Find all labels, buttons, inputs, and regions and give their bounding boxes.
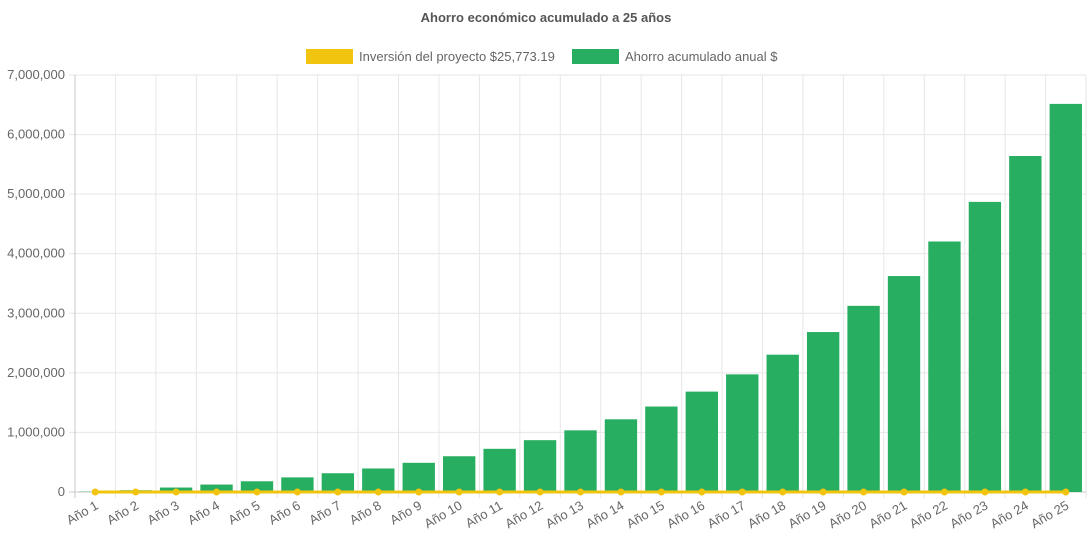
x-tick-label: Año 18 (745, 498, 788, 532)
x-tick-label: Año 21 (866, 498, 909, 532)
x-tick-label: Año 6 (266, 498, 303, 528)
legend-label-ahorro: Ahorro acumulado anual $ (625, 48, 778, 64)
point-inversion[interactable] (132, 488, 140, 496)
point-inversion[interactable] (657, 488, 665, 496)
y-tick-label: 4,000,000 (7, 246, 65, 261)
bar-ahorro[interactable] (281, 477, 314, 492)
x-tick-label: Año 3 (145, 498, 182, 528)
point-inversion[interactable] (819, 488, 827, 496)
x-tick-label: Año 4 (185, 498, 222, 528)
x-axis: Año 1 Año 2 Año 3 Año 4 Año 5 Año 6 Año 7 Año 8… (64, 498, 1071, 532)
legend-swatch-inversion (306, 48, 353, 64)
legend: Inversión del proyecto $25,773.19 Ahorro… (0, 46, 1092, 66)
point-inversion[interactable] (213, 488, 221, 496)
x-tick-label: Año 13 (543, 498, 586, 532)
y-tick-label: 6,000,000 (7, 127, 65, 142)
x-tick-label: Año 19 (785, 498, 828, 532)
point-inversion[interactable] (536, 488, 544, 496)
point-inversion[interactable] (617, 488, 625, 496)
bar-ahorro[interactable] (362, 468, 395, 492)
x-tick-label: Año 9 (387, 498, 424, 528)
legend-swatch-ahorro (572, 48, 619, 64)
bar-ahorro[interactable] (847, 305, 880, 492)
x-tick-label: Año 15 (624, 498, 667, 532)
point-inversion[interactable] (1062, 488, 1070, 496)
point-inversion[interactable] (900, 488, 908, 496)
x-tick-label: Año 16 (664, 498, 707, 532)
bar-ahorro[interactable] (443, 456, 476, 492)
bar-ahorro[interactable] (685, 391, 718, 492)
bar-ahorro[interactable] (806, 332, 840, 492)
bar-ahorro[interactable] (766, 354, 799, 492)
bar-ahorro[interactable] (321, 473, 355, 492)
bar-ahorro[interactable] (1049, 103, 1082, 492)
x-tick-label: Año 23 (947, 498, 990, 532)
legend-label-inversion: Inversión del proyecto $25,773.19 (359, 48, 555, 64)
x-tick-label: Año 2 (104, 498, 141, 528)
x-tick-label: Año 10 (421, 498, 464, 532)
x-tick-label: Año 5 (226, 498, 263, 528)
y-axis: 0 1,000,000 2,000,000 3,000,000 4,000,000 5,0… (7, 67, 65, 499)
x-tick-label: Año 24 (988, 498, 1031, 532)
x-tick-label: Año 1 (64, 498, 101, 528)
x-tick-label: Año 20 (826, 498, 869, 532)
point-inversion[interactable] (374, 488, 382, 496)
legend-item-inversion[interactable]: Inversión del proyecto $25,773.19 (306, 46, 555, 66)
point-inversion[interactable] (981, 488, 989, 496)
x-tick-label: Año 8 (347, 498, 384, 528)
chart-title: Ahorro económico acumulado a 25 años (420, 10, 672, 25)
y-tick-label: 1,000,000 (7, 424, 65, 439)
bar-ahorro[interactable] (402, 462, 435, 492)
bar-ahorro[interactable] (968, 201, 1002, 492)
point-inversion[interactable] (91, 488, 99, 496)
y-tick-label: 3,000,000 (7, 305, 65, 320)
point-inversion[interactable] (253, 488, 261, 496)
bars (79, 103, 1082, 492)
point-inversion[interactable] (577, 488, 584, 496)
bar-ahorro[interactable] (483, 448, 516, 492)
bar-ahorro[interactable] (200, 484, 233, 492)
x-tick-label: Año 14 (583, 498, 626, 532)
point-inversion[interactable] (172, 488, 180, 496)
bar-ahorro[interactable] (240, 481, 274, 492)
x-tick-label: Año 11 (463, 498, 505, 531)
bar-ahorro[interactable] (1009, 156, 1042, 492)
legend-item-ahorro[interactable]: Ahorro acumulado anual $ (572, 46, 778, 66)
bar-ahorro[interactable] (604, 419, 638, 492)
point-inversion[interactable] (1021, 488, 1029, 496)
investment-line (91, 488, 1070, 496)
point-inversion[interactable] (940, 488, 948, 496)
bar-ahorro[interactable] (726, 374, 759, 492)
bar-ahorro[interactable] (887, 276, 921, 492)
point-inversion[interactable] (415, 488, 423, 496)
point-inversion[interactable] (455, 488, 463, 496)
point-inversion[interactable] (698, 488, 706, 496)
point-inversion[interactable] (860, 488, 868, 496)
bar-ahorro[interactable] (564, 430, 597, 492)
x-tick-label: Año 22 (907, 498, 950, 532)
x-tick-label: Año 17 (705, 498, 748, 532)
bar-ahorro[interactable] (928, 241, 961, 492)
x-tick-label: Año 7 (306, 498, 343, 528)
y-tick-label: 2,000,000 (7, 365, 65, 380)
point-inversion[interactable] (334, 488, 342, 496)
bar-ahorro[interactable] (523, 440, 557, 492)
x-tick-label: Año 25 (1028, 498, 1071, 532)
x-tick-label: Año 12 (502, 498, 545, 532)
point-inversion[interactable] (496, 488, 504, 496)
point-inversion[interactable] (293, 488, 301, 496)
y-tick-label: 7,000,000 (7, 67, 65, 82)
y-tick-label: 5,000,000 (7, 186, 65, 201)
point-inversion[interactable] (779, 488, 787, 496)
bar-ahorro[interactable] (645, 406, 678, 492)
y-tick-label: 0 (58, 484, 65, 499)
point-inversion[interactable] (738, 488, 746, 496)
